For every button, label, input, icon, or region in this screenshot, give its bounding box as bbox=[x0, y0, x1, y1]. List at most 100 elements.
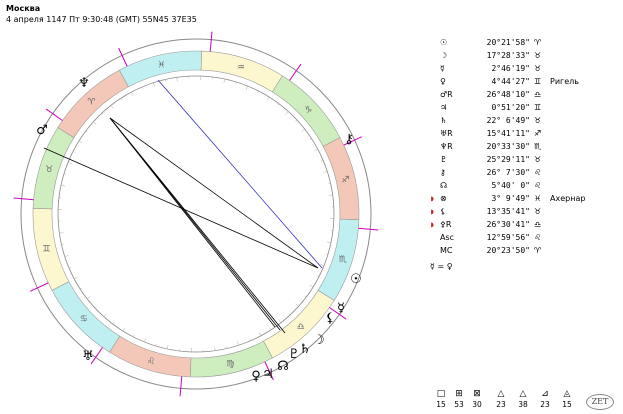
degree-tick bbox=[155, 343, 157, 347]
aspect-line bbox=[43, 147, 319, 269]
pluto-icon: ♇ bbox=[288, 347, 300, 362]
planet-degree: 20°23'50" bbox=[486, 246, 530, 255]
planet-row-uranus: ♅R 15°41'11" ♐ bbox=[430, 127, 620, 140]
sign-icon: ♏ bbox=[534, 142, 542, 151]
degree-tick bbox=[304, 295, 307, 298]
degree-tick bbox=[295, 303, 299, 307]
aspect-line bbox=[109, 117, 319, 269]
mercury-icon: ☿ bbox=[337, 301, 345, 316]
degree-tick bbox=[67, 162, 72, 165]
cancer-sign-icon: ♋ bbox=[80, 315, 88, 325]
sun-icon: ☉ bbox=[350, 272, 362, 287]
legend-triangle-3: ⊿ 23 bbox=[534, 388, 556, 409]
degree-tick bbox=[176, 77, 178, 82]
legend-count: 23 bbox=[540, 400, 550, 409]
aspect-legend: □ 15 ⊞ 53 ⊠ 30 △ 23 △ 38 ⊿ 23 ◬ 15 bbox=[430, 388, 580, 414]
house-cusp-marker bbox=[13, 197, 34, 201]
degree-tick bbox=[101, 112, 104, 115]
degree-tick bbox=[277, 103, 280, 106]
marker-icon: ◗ bbox=[430, 207, 435, 216]
house-cusp-marker bbox=[29, 282, 49, 292]
sign-icon: ♌ bbox=[534, 181, 542, 190]
house-cusp-marker bbox=[329, 307, 347, 320]
house-cusp-marker bbox=[118, 47, 128, 67]
outer-ring bbox=[20, 38, 372, 390]
part-of-fortune-icon: ⊗ bbox=[440, 194, 447, 203]
degree-tick bbox=[112, 322, 115, 325]
degree-tick bbox=[85, 130, 88, 133]
sign-icon: ♐ bbox=[534, 129, 542, 138]
degree-tick bbox=[153, 82, 155, 87]
sign-icon: ♎ bbox=[534, 90, 542, 99]
scorpio-sign-icon: ♏ bbox=[339, 255, 347, 265]
house-cusp-marker bbox=[45, 108, 63, 121]
capricorn-sign-icon: ♑ bbox=[304, 105, 312, 115]
planet-row-moon: ☽ 17°28'33" ♉ bbox=[430, 49, 620, 62]
legend-count: 38 bbox=[518, 400, 528, 409]
degree-tick bbox=[325, 253, 329, 255]
planet-degree: 0°51'20" bbox=[491, 103, 530, 112]
planet-row-neptune: ♆R 20°33'30" ♏ bbox=[430, 140, 620, 153]
ascendant-icon: Asc bbox=[440, 233, 455, 242]
midheaven-icon: MC bbox=[440, 246, 453, 255]
degree-tick bbox=[295, 119, 298, 122]
legend-cross-box: ⊠ 30 bbox=[466, 388, 488, 409]
saturn-icon: ♄ bbox=[440, 116, 448, 125]
aspect-line bbox=[109, 117, 286, 334]
lilith-icon: ⚸ bbox=[325, 311, 335, 326]
degree-tick bbox=[87, 296, 91, 300]
degree-tick bbox=[59, 232, 64, 234]
zet-logo-button[interactable]: ZET bbox=[586, 394, 614, 410]
sign-icon: ♉ bbox=[534, 155, 542, 164]
degree-tick bbox=[309, 138, 312, 141]
planet-row-saturn: ♄ 22° 6'49" ♉ bbox=[430, 114, 620, 127]
legend-square-box: □ 15 bbox=[430, 388, 452, 409]
sign-icon: ♉ bbox=[534, 64, 542, 73]
degree-tick bbox=[130, 92, 134, 96]
degree-tick bbox=[269, 327, 272, 330]
sagittarius-sign-icon: ♐ bbox=[342, 175, 350, 185]
grid-box-icon: ⊞ bbox=[455, 389, 463, 399]
sign-icon: ♊ bbox=[534, 77, 542, 86]
degree-tick bbox=[74, 276, 78, 280]
degree-tick bbox=[167, 345, 169, 350]
degree-tick bbox=[78, 140, 83, 144]
sun-icon: ☉ bbox=[440, 38, 448, 47]
planet-row-pluto: ♇ 25°29'11" ♉ bbox=[430, 153, 620, 166]
taurus-sign-icon: ♉ bbox=[45, 165, 53, 175]
planet-degree: 22° 6'49" bbox=[486, 116, 530, 125]
degree-tick bbox=[144, 338, 147, 343]
planet-row-mercury: ☿ 2°46'19" ♉ bbox=[430, 62, 620, 75]
mercury-icon: ☿ bbox=[440, 64, 445, 73]
node-icon: ☊ bbox=[277, 359, 289, 374]
sign-icon: ♉ bbox=[534, 51, 542, 60]
degree-tick bbox=[237, 341, 239, 346]
cross-box-icon: ⊠ bbox=[473, 389, 481, 399]
planet-degree: 3° 9'49" bbox=[491, 194, 530, 203]
planet-degree: 20°21'58" bbox=[486, 38, 530, 47]
uranus-icon: ♅ bbox=[82, 349, 94, 364]
gemini-sign-icon: ♊ bbox=[42, 245, 50, 255]
pisces-sign-icon: ♓ bbox=[157, 60, 165, 70]
degree-tick bbox=[122, 327, 126, 332]
pluto-icon: ♇ bbox=[440, 155, 448, 164]
jupiter-icon: ♃ bbox=[440, 103, 448, 112]
chiron-icon: ⚷ bbox=[344, 132, 354, 147]
legend-count: 53 bbox=[454, 400, 464, 409]
degree-tick bbox=[278, 319, 282, 323]
legend-grid-box: ⊞ 53 bbox=[448, 388, 470, 409]
selena-icon: ⚴R bbox=[440, 220, 452, 229]
planet-row-mars: ♂R 26°48'10" ♎ bbox=[430, 88, 620, 101]
libra-sign-icon: ♎ bbox=[297, 322, 305, 332]
moon-icon: ☽ bbox=[313, 333, 325, 348]
aquarius-sign-icon: ♒ bbox=[237, 63, 245, 73]
neptune-icon: ♆R bbox=[440, 142, 453, 151]
degree-tick bbox=[288, 313, 291, 316]
degree-tick bbox=[94, 306, 97, 309]
saturn-icon: ♄ bbox=[299, 342, 311, 357]
house-cusp-marker bbox=[179, 376, 183, 397]
degree-tick bbox=[301, 128, 305, 132]
planet-row-chiron: ⚷ 26° 7'30" ♌ bbox=[430, 166, 620, 179]
sign-icon: ♌ bbox=[534, 233, 542, 242]
